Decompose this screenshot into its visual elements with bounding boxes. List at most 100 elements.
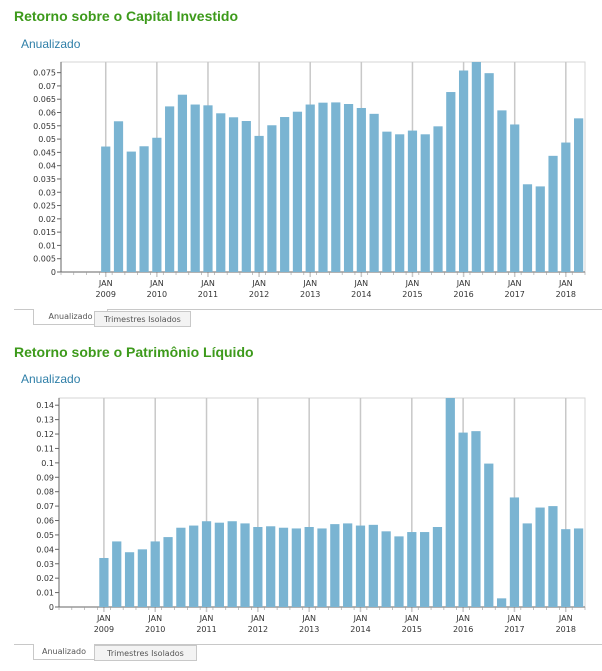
x-label-year: 2017 <box>504 625 524 634</box>
tab-bar: Anualizado Trimestres Isolados <box>14 642 602 664</box>
bar <box>420 134 430 272</box>
y-tick-label: 0 <box>51 268 56 277</box>
bar <box>177 94 188 273</box>
y-tick-label: 0.03 <box>38 188 56 197</box>
y-tick-label: 0.1 <box>41 459 54 468</box>
x-label-year: 2011 <box>198 290 218 299</box>
bar <box>574 118 584 272</box>
bar <box>561 142 571 272</box>
x-label-month: JAN <box>353 614 368 623</box>
bar <box>382 131 392 272</box>
bar <box>433 126 443 272</box>
x-label-year: 2012 <box>248 625 268 634</box>
bar <box>126 151 136 272</box>
bar <box>432 527 443 607</box>
bar <box>317 528 327 607</box>
bar <box>510 124 520 272</box>
y-tick-label: 0.07 <box>36 502 54 511</box>
bar <box>124 552 135 607</box>
bar <box>407 532 417 607</box>
bar-chart-roe: 0 0.01 0.02 0.03 0.04 0.05 0.06 0.07 0.08 0.09 0.1… <box>36 397 586 634</box>
y-tick-label: 0.005 <box>33 255 56 264</box>
bar <box>522 523 532 607</box>
tab-divider <box>14 309 602 310</box>
tab-trimestres-isolados[interactable]: Trimestres Isolados <box>94 311 191 327</box>
x-label-year: 2015 <box>402 625 422 634</box>
x-label-year: 2010 <box>147 290 167 299</box>
bar <box>201 521 212 607</box>
tab-anualizado[interactable]: Anualizado <box>33 644 95 660</box>
x-label-month: JAN <box>558 614 573 623</box>
bar <box>112 541 122 607</box>
bar <box>267 125 277 272</box>
y-tick-label: 0.14 <box>36 401 54 410</box>
bar <box>278 527 289 607</box>
x-label-year: 2012 <box>249 290 269 299</box>
bar <box>496 598 507 607</box>
chart-subtitle: Anualizado <box>21 37 81 51</box>
x-label-year: 2013 <box>300 290 320 299</box>
x-label-month: JAN <box>147 614 162 623</box>
bar <box>280 117 290 272</box>
x-label-month: JAN <box>404 614 419 623</box>
bar <box>548 155 558 272</box>
bar <box>241 121 251 272</box>
x-label-year: 2016 <box>453 290 473 299</box>
bar <box>150 541 160 607</box>
x-label-month: JAN <box>251 279 266 288</box>
bar <box>304 527 314 607</box>
chart-title: Retorno sobre o Capital Investido <box>14 8 239 24</box>
x-label-month: JAN <box>200 279 215 288</box>
y-tick-label: 0.03 <box>36 560 54 569</box>
bar <box>113 121 124 273</box>
x-label-year: 2018 <box>556 290 576 299</box>
y-tick-label: 0.04 <box>38 162 56 171</box>
bar <box>561 529 571 607</box>
y-tick-label: 0.07 <box>38 82 56 91</box>
bar <box>355 525 366 607</box>
x-label-month: JAN <box>199 614 214 623</box>
x-label-year: 2017 <box>505 290 525 299</box>
x-label-month: JAN <box>456 279 471 288</box>
y-tick-label: 0 <box>49 603 54 612</box>
bar <box>330 524 340 607</box>
bar <box>99 557 109 607</box>
bar <box>446 92 456 273</box>
bar <box>522 184 533 272</box>
y-tick-label: 0.06 <box>36 517 54 526</box>
tab-trimestres-isolados[interactable]: Trimestres Isolados <box>94 645 197 661</box>
tab-divider <box>14 644 602 645</box>
bar <box>139 146 149 272</box>
x-label-month: JAN <box>455 614 470 623</box>
x-label-year: 2009 <box>96 290 116 299</box>
bar <box>471 62 481 272</box>
y-tick-label: 0.06 <box>38 109 56 118</box>
x-label-year: 2014 <box>351 290 371 299</box>
x-label-year: 2009 <box>94 625 114 634</box>
bar <box>458 432 468 607</box>
bar <box>101 146 111 272</box>
y-tick-label: 0.13 <box>36 416 54 425</box>
bar <box>573 528 584 607</box>
bar <box>484 73 494 273</box>
bar <box>176 527 186 607</box>
chart-title: Retorno sobre o Patrimônio Líquido <box>14 344 254 360</box>
y-tick-label: 0.02 <box>38 215 56 224</box>
y-tick-label: 0.035 <box>33 175 56 184</box>
x-label-month: JAN <box>507 279 522 288</box>
bar <box>240 523 250 607</box>
tab-bar: Anualizado Trimestres Isolados <box>14 307 602 329</box>
bar <box>266 526 276 607</box>
bar <box>445 398 455 607</box>
chart-subtitle: Anualizado <box>21 372 81 386</box>
bar <box>165 106 175 273</box>
y-tick-label: 0.01 <box>38 241 56 250</box>
bar <box>509 497 520 607</box>
bar <box>152 137 162 272</box>
bar <box>227 521 237 607</box>
bar <box>395 134 405 272</box>
x-label-year: 2011 <box>196 625 216 634</box>
bar <box>535 507 545 607</box>
y-tick-label: 0.025 <box>33 202 56 211</box>
bar <box>497 110 507 272</box>
